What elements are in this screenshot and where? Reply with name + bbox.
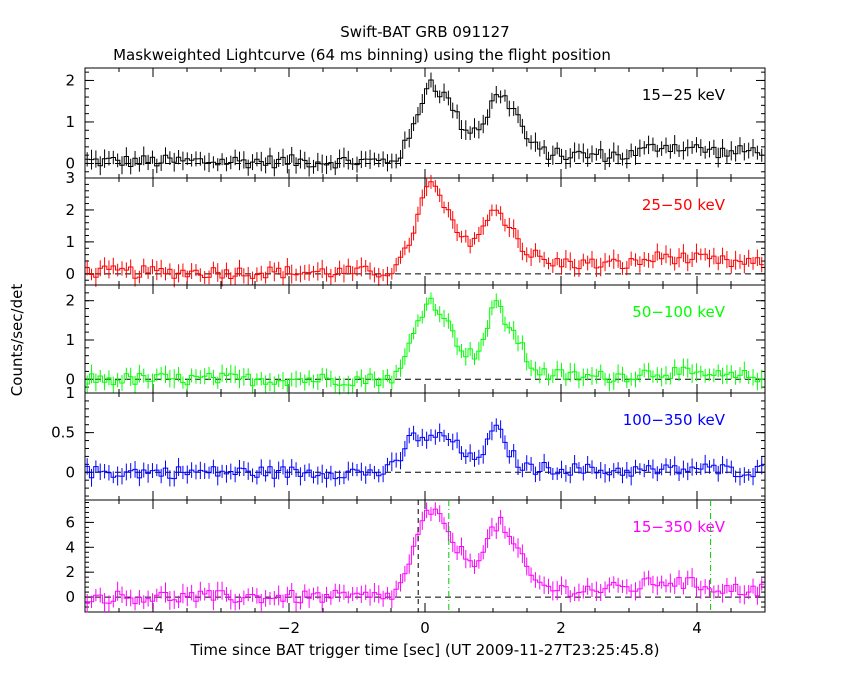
y-tick-label: 0 [65, 370, 75, 388]
x-axis-label: Time since BAT trigger time [sec] (UT 20… [190, 641, 660, 659]
panel-3: 0 1 2 50−100 keV [65, 284, 766, 395]
y-axis-label: Counts/sec/det [8, 284, 26, 397]
panel-4: 0 0.5 1 100−350 keV [51, 384, 766, 501]
series-line [85, 79, 764, 169]
y-tick-label: 2 [65, 292, 75, 310]
y-tick-label: 1 [65, 233, 75, 251]
panel-1: 0 1 2 15−25 keV [65, 67, 766, 179]
y-tick-label: 3 [65, 169, 75, 187]
panel-2: 0 1 2 3 25−50 keV [65, 169, 766, 288]
y-tick-label: 0 [65, 154, 75, 172]
y-tick-label: 0 [65, 265, 75, 283]
series-line [85, 181, 764, 279]
y-tick-label: 0 [65, 588, 75, 606]
y-tick-label: 6 [65, 513, 75, 531]
series-line [85, 297, 764, 387]
x-tick-label: −4 [142, 619, 164, 637]
series-line [85, 424, 764, 480]
band-label: 15−350 keV [632, 518, 725, 536]
series-line [85, 508, 764, 605]
y-tick-label: 1 [65, 113, 75, 131]
y-tick-label: 2 [65, 71, 75, 89]
y-tick-label: 1 [65, 384, 75, 402]
x-tick-label: 0 [420, 619, 430, 637]
x-tick-label: 4 [692, 619, 702, 637]
y-tick-label: 0 [65, 463, 75, 481]
y-tick-label: 2 [65, 563, 75, 581]
band-label: 15−25 keV [642, 86, 726, 104]
chart-subtitle: Maskweighted Lightcurve (64 ms binning) … [113, 46, 611, 64]
y-tick-label: 2 [65, 201, 75, 219]
panel-frame [84, 392, 766, 501]
chart-title: Swift-BAT GRB 091127 [340, 23, 509, 41]
x-tick-label: −2 [278, 619, 300, 637]
band-label: 100−350 keV [623, 411, 726, 429]
y-tick-label: 0.5 [51, 424, 75, 442]
y-tick-label: 1 [65, 331, 75, 349]
band-label: 50−100 keV [632, 303, 725, 321]
y-tick-label: 4 [65, 538, 75, 556]
x-tick-label: 2 [556, 619, 566, 637]
band-label: 25−50 keV [642, 196, 726, 214]
panel-5: 0 2 4 6 15−350 keV −4 −2 0 2 4 [65, 499, 766, 637]
